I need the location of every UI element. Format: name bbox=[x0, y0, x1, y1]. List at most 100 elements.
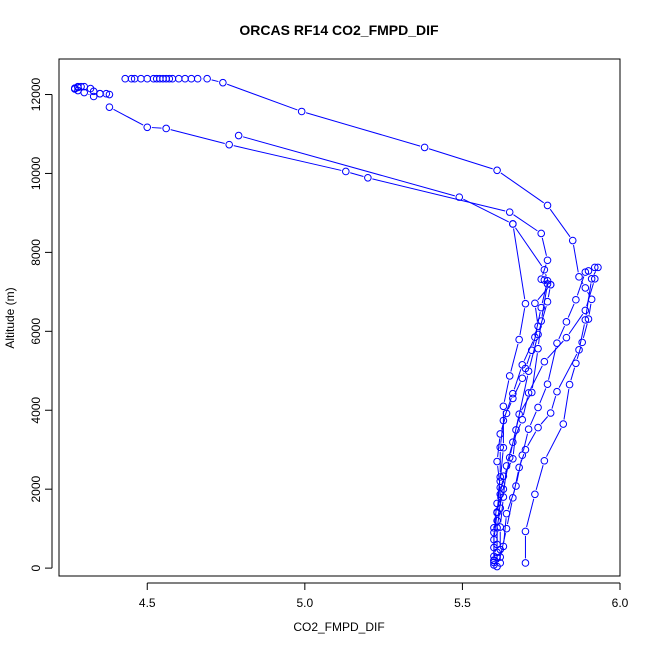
series-segment bbox=[242, 136, 455, 197]
series-segment bbox=[567, 303, 575, 318]
data-point bbox=[578, 338, 586, 347]
data-point bbox=[89, 87, 98, 96]
data-point bbox=[105, 90, 114, 99]
data-point bbox=[537, 317, 546, 325]
data-point bbox=[105, 103, 114, 111]
data-point bbox=[193, 74, 202, 83]
series-segment bbox=[541, 288, 548, 317]
y-tick-label: 10000 bbox=[29, 156, 43, 190]
series-segment bbox=[558, 353, 578, 388]
series-segment bbox=[540, 416, 549, 425]
data-point bbox=[581, 284, 590, 292]
data-point bbox=[518, 361, 527, 369]
data-point bbox=[546, 409, 555, 417]
series-segment bbox=[463, 198, 509, 223]
series-segment bbox=[593, 271, 597, 276]
series-segment bbox=[515, 227, 543, 267]
data-point bbox=[490, 552, 498, 561]
series-segment bbox=[507, 490, 515, 510]
series-segment bbox=[547, 340, 564, 359]
data-point bbox=[219, 78, 227, 87]
series-segment bbox=[497, 485, 501, 508]
data-point bbox=[490, 556, 498, 565]
data-point bbox=[515, 410, 523, 418]
series-segment bbox=[372, 178, 506, 212]
series-segment bbox=[582, 323, 588, 339]
data-point bbox=[505, 453, 514, 462]
series-segment bbox=[547, 289, 551, 298]
data-point bbox=[496, 473, 505, 481]
series-segment bbox=[428, 148, 493, 170]
y-tick-label: 0 bbox=[29, 564, 43, 571]
series-7 bbox=[496, 263, 602, 567]
series-segment bbox=[510, 343, 519, 372]
data-point bbox=[496, 443, 505, 452]
data-point bbox=[203, 74, 211, 83]
data-point bbox=[505, 372, 514, 380]
series-segment bbox=[151, 127, 162, 129]
data-point bbox=[534, 403, 542, 412]
data-point bbox=[537, 229, 546, 238]
series-segment bbox=[558, 325, 566, 340]
data-point bbox=[524, 367, 533, 375]
data-point bbox=[543, 201, 552, 210]
data-point bbox=[553, 387, 561, 396]
data-point bbox=[521, 559, 530, 567]
data-point bbox=[509, 389, 517, 398]
data-point bbox=[559, 420, 568, 428]
series-10 bbox=[490, 280, 552, 561]
data-point bbox=[493, 540, 501, 549]
data-point bbox=[543, 256, 552, 265]
series-segment bbox=[538, 325, 542, 345]
series-segment bbox=[541, 237, 547, 256]
data-point bbox=[581, 268, 590, 276]
data-point bbox=[594, 263, 602, 272]
data-point bbox=[562, 318, 571, 326]
series-segment bbox=[573, 244, 579, 273]
series-segment bbox=[579, 324, 585, 346]
data-point bbox=[587, 275, 596, 283]
x-tick-label: 6.0 bbox=[612, 596, 629, 610]
data-point bbox=[521, 299, 530, 308]
series-segment bbox=[113, 108, 144, 126]
series-segment bbox=[506, 502, 513, 525]
data-point bbox=[364, 173, 372, 182]
series-segment bbox=[532, 330, 538, 346]
series-layer bbox=[70, 74, 602, 571]
data-point bbox=[553, 339, 561, 347]
data-point bbox=[534, 330, 542, 339]
series-segment bbox=[513, 214, 538, 232]
data-point bbox=[527, 388, 536, 397]
series-segment bbox=[510, 418, 519, 454]
series-segment bbox=[494, 548, 497, 552]
series-segment bbox=[535, 307, 538, 322]
y-tick-label: 2000 bbox=[29, 476, 43, 503]
data-point bbox=[342, 167, 350, 176]
data-point bbox=[540, 357, 549, 366]
series-segment bbox=[170, 129, 225, 144]
y-axis-label: Altitude (m) bbox=[3, 287, 17, 348]
data-point bbox=[524, 425, 533, 433]
series-3 bbox=[70, 82, 114, 101]
data-point bbox=[515, 335, 523, 344]
x-axis: 4.5 5.0 5.5 6.0 bbox=[139, 582, 629, 610]
series-segment bbox=[513, 369, 522, 390]
data-point bbox=[420, 143, 429, 152]
series-segment bbox=[549, 208, 571, 238]
series-segment bbox=[531, 353, 538, 389]
data-point bbox=[499, 485, 508, 493]
data-point bbox=[225, 140, 233, 149]
series-segment bbox=[527, 431, 537, 446]
data-point bbox=[584, 315, 593, 323]
data-point bbox=[572, 295, 580, 304]
series-segment bbox=[305, 112, 421, 147]
data-point bbox=[543, 280, 552, 288]
series-segment bbox=[570, 367, 576, 381]
data-point bbox=[531, 490, 539, 499]
series-segment bbox=[551, 395, 557, 409]
series-segment bbox=[529, 411, 537, 426]
series-1 bbox=[121, 74, 596, 567]
series-segment bbox=[563, 389, 570, 420]
series-segment bbox=[497, 498, 500, 509]
